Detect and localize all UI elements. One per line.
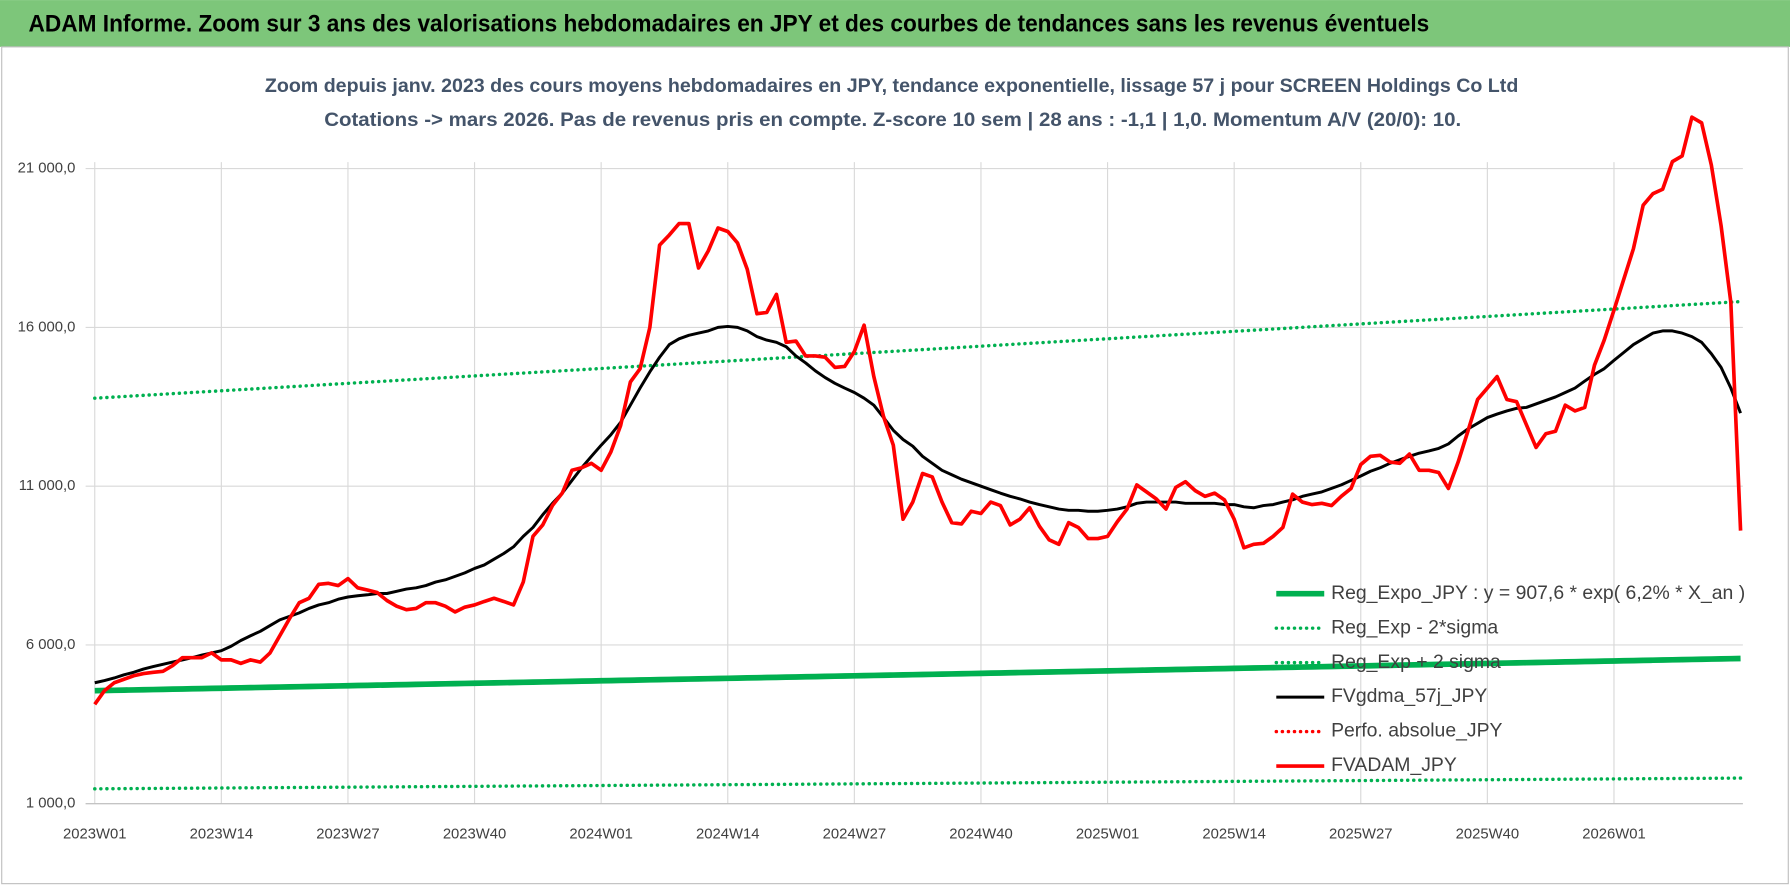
legend-label: FVgdma_57j_JPY	[1331, 685, 1487, 707]
chart-subtitle: Zoom depuis janv. 2023 des cours moyens …	[265, 75, 1518, 97]
legend-label: FVADAM_JPY	[1331, 754, 1457, 776]
x-tick-label: 2024W14	[696, 826, 759, 842]
x-tick-label: 2023W01	[63, 826, 126, 842]
y-tick-label: 6 000,0	[26, 637, 75, 653]
x-tick-label: 2024W40	[949, 826, 1012, 842]
legend-label: Reg_Expo_JPY : y = 907,6 * exp( 6,2% * X…	[1331, 582, 1745, 604]
series-line	[93, 299, 1743, 400]
x-tick-label: 2023W40	[443, 826, 506, 842]
x-tick-label: 2023W27	[316, 826, 379, 842]
header-bar	[0, 0, 1790, 47]
series-line	[94, 324, 1742, 685]
y-tick-label: 11 000,0	[19, 478, 76, 494]
x-tick-label: 2025W40	[1456, 826, 1519, 842]
x-tick-label: 2023W14	[190, 826, 253, 842]
legend-label: Perfo. absolue_JPY	[1331, 720, 1502, 742]
x-tick-label: 2025W14	[1202, 826, 1265, 842]
x-tick-label: 2024W01	[569, 826, 632, 842]
x-tick-label: 2025W27	[1329, 826, 1392, 842]
y-tick-label: 16 000,0	[18, 319, 76, 335]
y-tick-label: 1 000,0	[26, 796, 75, 812]
chart-subtitle: Cotations -> mars 2026. Pas de revenus p…	[324, 109, 1461, 131]
legend-label: Reg_Exp - 2*sigma	[1331, 616, 1498, 638]
chart-border	[1, 46, 1789, 885]
y-tick-label: 21 000,0	[18, 161, 76, 177]
chart-title: ADAM Informe. Zoom sur 3 ans des valoris…	[29, 11, 1430, 38]
series-line	[93, 776, 1743, 791]
x-tick-label: 2026W01	[1582, 826, 1645, 842]
series-line	[93, 115, 1743, 706]
legend-label: Reg_Exp + 2 sigma	[1331, 651, 1501, 673]
series-line	[94, 655, 1741, 694]
x-tick-label: 2024W27	[823, 826, 886, 842]
x-tick-label: 2025W01	[1076, 826, 1139, 842]
